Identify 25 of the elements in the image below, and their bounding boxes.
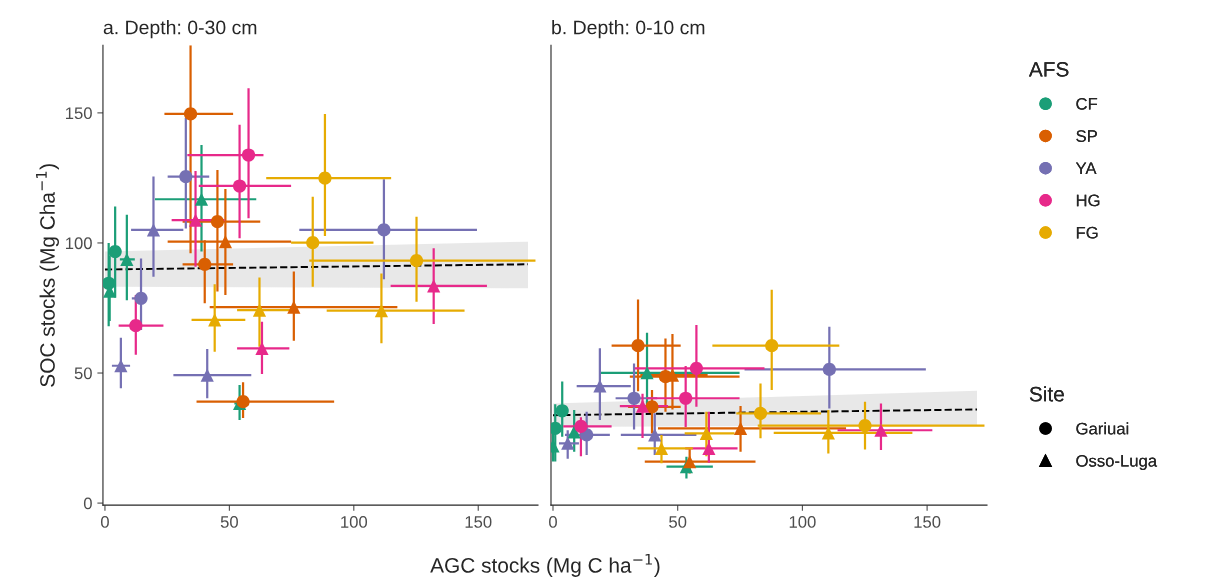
text: AFS [1028, 61, 1069, 77]
x-tick-label: 150 [465, 516, 492, 528]
chart-title: a. Depth: 0-30 cm [103, 20, 257, 39]
y-tick-label: 100 [66, 237, 92, 250]
x-tick-label: 0 [549, 516, 557, 528]
y-tick-label: 50 [74, 367, 92, 380]
y-tick-label: 0 [83, 497, 92, 510]
x-tick-label: 150 [914, 516, 941, 528]
legend-label: CF [1076, 97, 1098, 110]
legend-label: HG [1076, 194, 1100, 207]
legend-label: Gariuai [1076, 422, 1129, 435]
legend-label: FG [1076, 226, 1098, 239]
y-tick-label: 150 [66, 107, 92, 120]
y-axis-title: SOC stocks (Mg Cha$^{−1}$) [36, 164, 59, 387]
x-tick-label: 50 [220, 516, 238, 528]
legend-label: Osso-Luga [1076, 454, 1158, 471]
text: Site [1029, 386, 1064, 402]
x-tick-label: 50 [669, 516, 687, 528]
legend-label: YA [1075, 162, 1097, 174]
x-axis-title: AGC stocks (Mg C ha$^{−1}$) [430, 553, 660, 577]
legend-label: SP [1076, 130, 1097, 142]
x-tick-label: 0 [100, 516, 109, 528]
chart-title: b. Depth: 0-10 cm [552, 20, 705, 39]
x-tick-label: 100 [789, 516, 816, 528]
x-tick-label: 100 [341, 516, 368, 528]
